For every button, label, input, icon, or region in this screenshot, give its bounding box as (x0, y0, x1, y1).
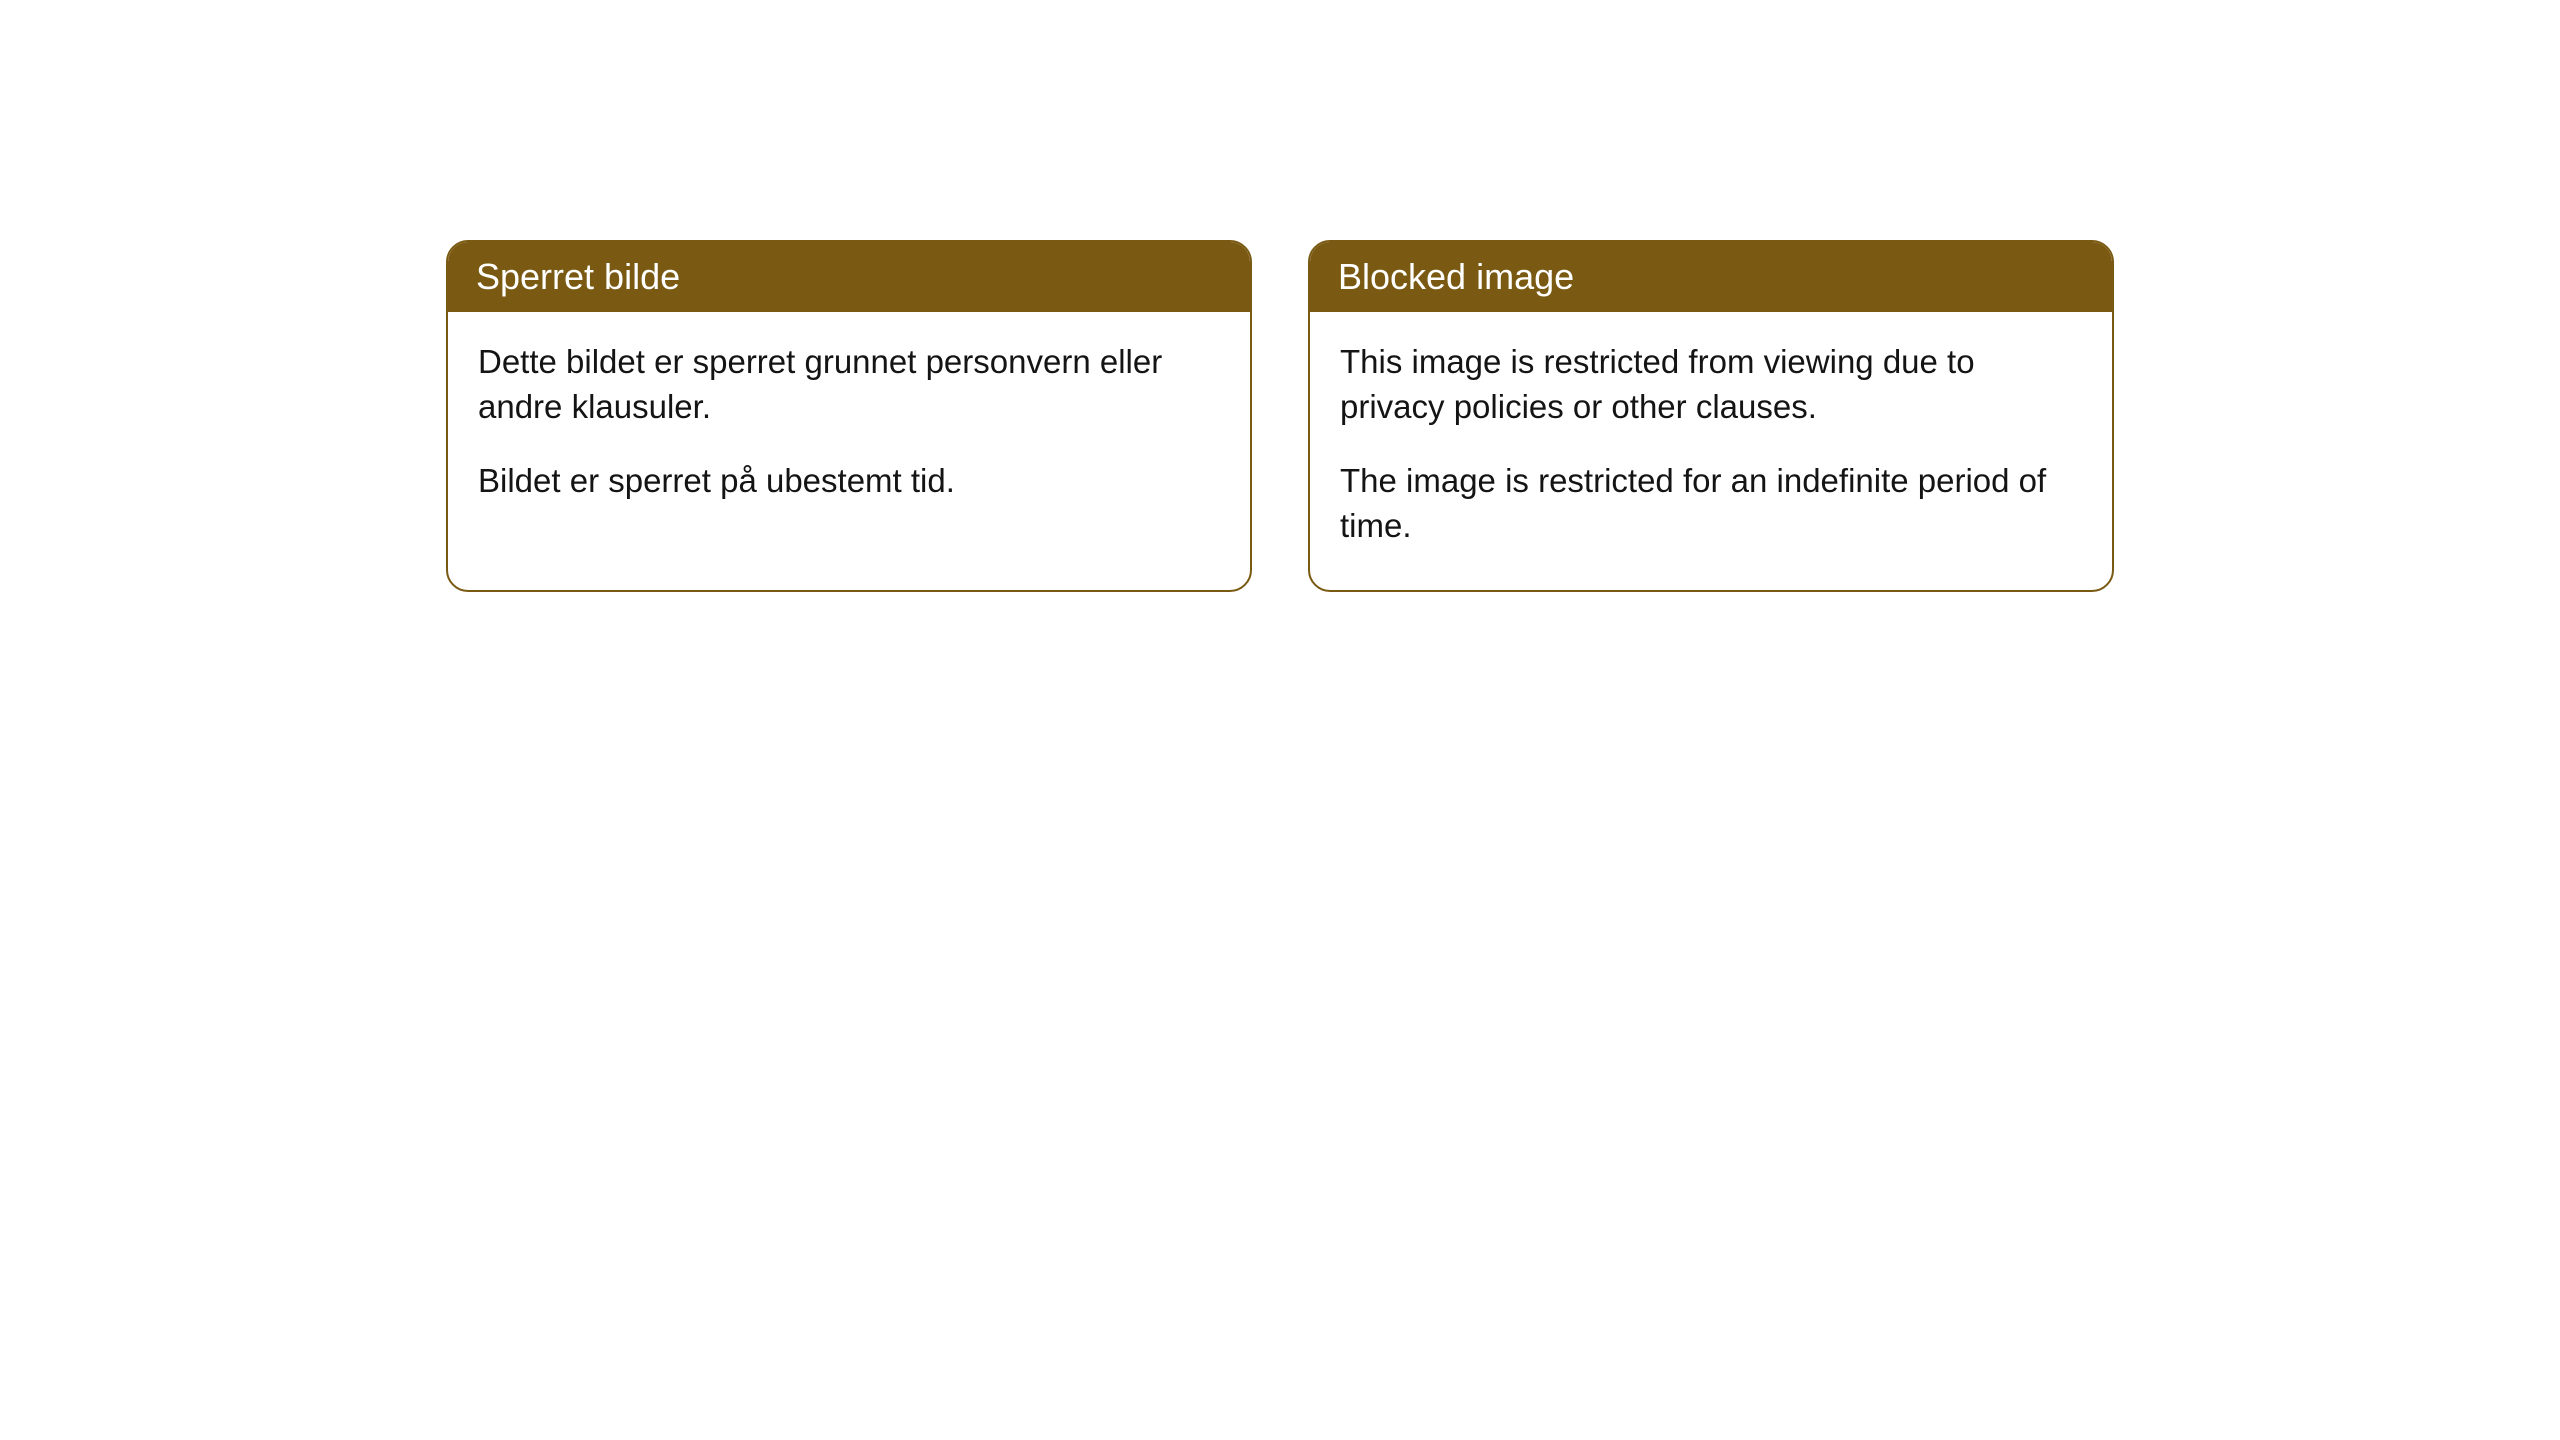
norwegian-card-header: Sperret bilde (448, 242, 1250, 312)
notice-cards-container: Sperret bilde Dette bildet er sperret gr… (0, 240, 2560, 592)
english-notice-card: Blocked image This image is restricted f… (1308, 240, 2114, 592)
norwegian-card-title: Sperret bilde (476, 256, 680, 297)
norwegian-paragraph-2: Bildet er sperret på ubestemt tid. (478, 459, 1220, 504)
english-card-title: Blocked image (1338, 256, 1574, 297)
english-card-body: This image is restricted from viewing du… (1310, 312, 2112, 590)
english-paragraph-2: The image is restricted for an indefinit… (1340, 459, 2082, 548)
norwegian-card-body: Dette bildet er sperret grunnet personve… (448, 312, 1250, 546)
norwegian-notice-card: Sperret bilde Dette bildet er sperret gr… (446, 240, 1252, 592)
english-card-header: Blocked image (1310, 242, 2112, 312)
norwegian-paragraph-1: Dette bildet er sperret grunnet personve… (478, 340, 1220, 429)
english-paragraph-1: This image is restricted from viewing du… (1340, 340, 2082, 429)
